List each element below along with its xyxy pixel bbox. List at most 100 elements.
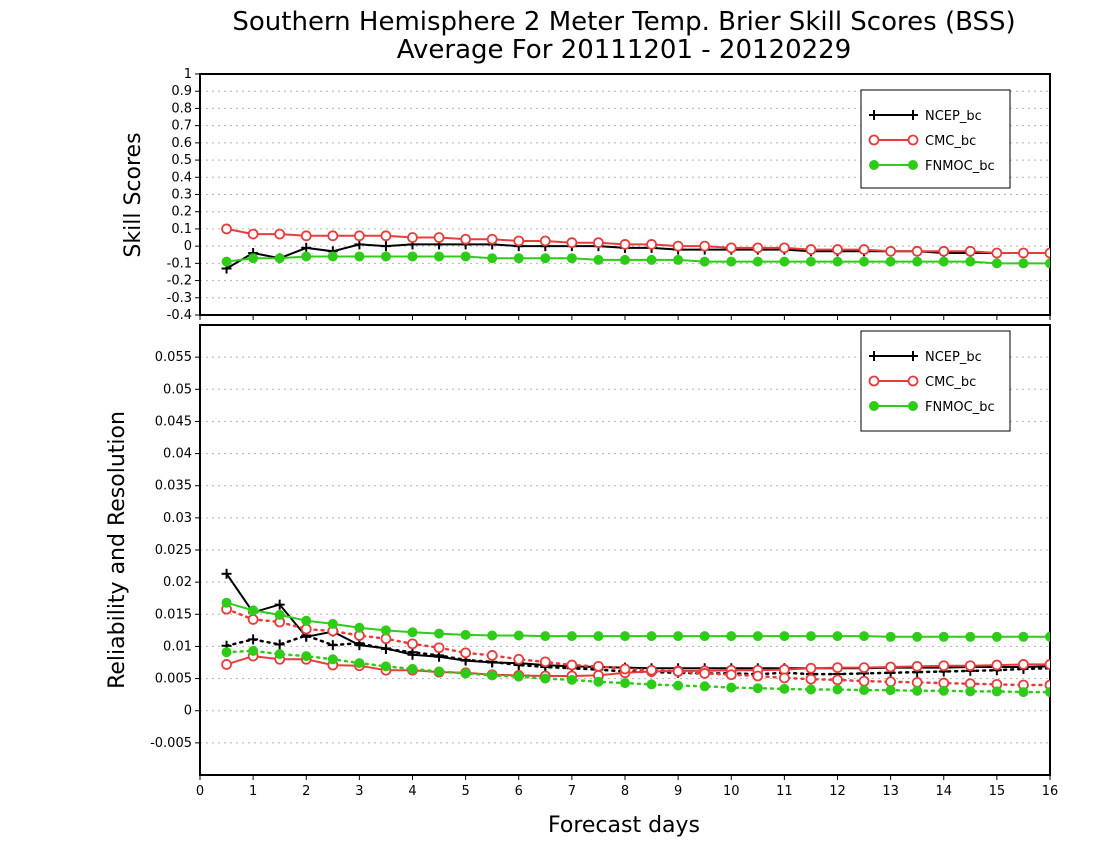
relres-point-cmc: [380, 633, 392, 645]
relres-point-fnmoc: [221, 647, 232, 658]
skill-point-fnmoc: [513, 253, 524, 264]
relres-point-cmc: [858, 662, 870, 674]
relres-point-fnmoc: [513, 630, 524, 641]
skill-point-cmc: [274, 228, 286, 240]
relres-y-tick-label: 0.02: [163, 575, 192, 590]
relres-point-fnmoc: [593, 676, 604, 687]
x-tick-label: 10: [723, 784, 740, 799]
relres-point-cmc: [566, 659, 578, 671]
relres-y-tick-label: -0.005: [150, 736, 192, 751]
relres-point-fnmoc: [434, 628, 445, 639]
relres-y-tick-label: 0: [184, 704, 192, 719]
skill-point-fnmoc: [354, 251, 365, 262]
relres-point-cmc: [247, 614, 259, 625]
relres-point-fnmoc: [407, 627, 418, 638]
relres-point-cmc: [593, 660, 604, 672]
legend-marker-cmc: [907, 134, 919, 146]
relres-point-fnmoc: [221, 597, 232, 608]
relres-point-fnmoc: [699, 631, 710, 642]
relres-point-fnmoc: [1018, 631, 1029, 642]
skill-point-fnmoc: [832, 256, 843, 267]
skill-point-cmc: [991, 247, 1003, 259]
legend-marker-fnmoc: [869, 401, 879, 411]
skill-point-cmc: [539, 235, 551, 247]
skill-point-fnmoc: [487, 253, 498, 264]
relres-point-fnmoc: [779, 683, 790, 694]
relres-point-fnmoc: [885, 685, 896, 696]
relres-point-fnmoc: [354, 622, 365, 633]
skill-point-cmc: [300, 230, 312, 242]
relres-point-cmc: [221, 659, 232, 670]
relres-point-cmc: [885, 676, 897, 688]
skill-point-fnmoc: [699, 256, 710, 267]
skill-y-tick-label: 0.6: [171, 136, 192, 151]
skill-point-cmc: [964, 245, 976, 257]
skill-y-tick-label: 0: [184, 239, 192, 254]
relres-point-fnmoc: [752, 631, 763, 642]
skill-point-cmc: [778, 242, 790, 254]
relres-point-fnmoc: [805, 631, 816, 642]
relres-point-cmc: [805, 662, 817, 674]
x-tick-label: 6: [515, 784, 523, 799]
skill-point-cmc: [752, 242, 764, 254]
relres-point-fnmoc: [726, 682, 737, 693]
x-tick-label: 11: [776, 784, 793, 799]
skill-legend: NCEP_bc CMC_bc FNMOC_bc: [860, 89, 1011, 189]
skill-point-cmc: [327, 230, 339, 242]
reliability-resolution-panel: -0.005 0 0.005 0.01 0.015 0.02 0.025 0.03 0.035 0…: [150, 324, 1058, 799]
relres-point-fnmoc: [726, 631, 737, 642]
skill-y-tick-label: 0.7: [171, 119, 192, 134]
relres-point-fnmoc: [912, 631, 923, 642]
legend-marker-ncep: [869, 351, 879, 361]
relres-point-fnmoc: [832, 631, 843, 642]
relres-point-fnmoc: [620, 631, 630, 642]
relres-point-fnmoc: [1045, 631, 1050, 642]
relres-point-fnmoc: [248, 645, 259, 656]
relres-point-ncep: [221, 568, 232, 579]
skill-point-cmc: [486, 233, 498, 245]
relres-point-cmc: [699, 668, 711, 679]
x-tick-label: 2: [302, 784, 310, 799]
relres-point-fnmoc: [673, 631, 684, 642]
relres-point-fnmoc: [912, 685, 923, 696]
bottom-y-axis-label: Reliability and Resolution: [105, 411, 130, 689]
relres-point-fnmoc: [1018, 687, 1029, 698]
relres-point-cmc: [1018, 659, 1029, 670]
skill-y-tick-label: 0.2: [171, 205, 192, 220]
skill-point-cmc: [433, 232, 445, 243]
relres-y-tick-label: 0.035: [155, 479, 192, 494]
skill-point-fnmoc: [752, 256, 763, 267]
relres-point-fnmoc: [460, 668, 471, 679]
skill-series-line-fnmoc: [226, 255, 1050, 265]
relres-point-fnmoc: [513, 671, 524, 682]
relres-point-fnmoc: [859, 685, 870, 696]
relres-series-line-cmc-reliability: [226, 655, 1050, 677]
relres-point-cmc: [885, 661, 897, 673]
relres-point-fnmoc: [965, 631, 976, 642]
x-tick-label: 7: [568, 784, 576, 799]
relres-point-cmc: [513, 653, 525, 665]
relres-point-fnmoc: [407, 663, 418, 674]
skill-plot-area: [221, 223, 1050, 274]
skill-point-cmc: [1044, 247, 1050, 259]
skill-point-fnmoc: [1018, 258, 1029, 269]
relres-point-cmc: [805, 673, 817, 685]
legend-marker-cmc: [868, 134, 880, 146]
skill-plot-frame: [199, 73, 1051, 316]
x-tick-label: 12: [829, 784, 846, 799]
top-y-axis-label: Skill Scores: [121, 132, 146, 257]
relres-point-fnmoc: [566, 674, 577, 685]
relres-point-fnmoc: [327, 618, 338, 629]
relres-point-fnmoc: [991, 686, 1002, 697]
skill-point-fnmoc: [434, 251, 445, 262]
relres-point-cmc: [964, 660, 976, 672]
relres-y-tick-label: 0.005: [155, 672, 192, 687]
x-tick-label: 9: [674, 784, 682, 799]
x-tick-label: 15: [989, 784, 1006, 799]
skill-point-fnmoc: [301, 251, 312, 262]
skill-point-cmc: [353, 230, 365, 242]
skill-point-cmc: [699, 240, 711, 252]
skill-y-tick-label: 0.8: [171, 101, 192, 116]
skill-point-fnmoc: [274, 253, 285, 264]
relres-point-cmc: [938, 660, 950, 672]
